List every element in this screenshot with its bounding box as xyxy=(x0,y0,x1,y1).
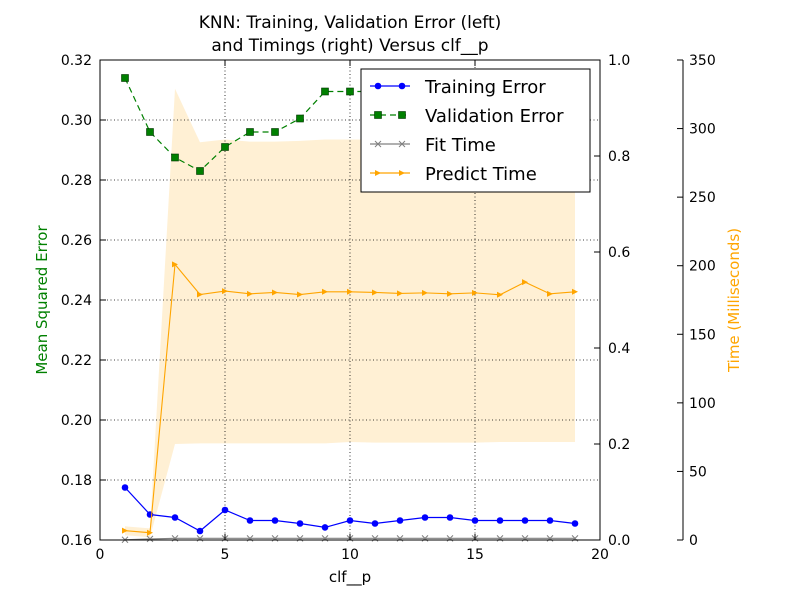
data-point-training-error xyxy=(371,520,379,527)
y-right-inner-tick-label: 0.6 xyxy=(608,245,630,261)
y-time-tick-label: 200 xyxy=(689,259,716,275)
data-point-training-error xyxy=(521,517,529,524)
data-point-validation-error xyxy=(121,74,129,82)
axis-layer: 0 5 10 15 200.160.180.200.220.240.260.280.30… xyxy=(61,53,716,563)
y-time-tick-label: 100 xyxy=(689,396,716,412)
legend-entry-training-error: Training Error xyxy=(370,77,546,98)
x-tick-label: 10 xyxy=(341,547,359,563)
data-point-validation-error xyxy=(296,114,304,123)
data-point-training-error xyxy=(246,517,254,524)
data-point-validation-error xyxy=(196,167,204,175)
y-right-inner-tick-label: 1.0 xyxy=(608,53,630,69)
data-point-validation-error xyxy=(171,153,179,162)
y-time-tick-label: 250 xyxy=(689,190,716,206)
legend-label-predict-time: Predict Time xyxy=(425,164,537,185)
y-right-inner-tick-label: 0.8 xyxy=(608,149,630,165)
y-time-tick-label: 150 xyxy=(689,327,716,343)
data-point-training-error xyxy=(321,524,329,531)
data-point-validation-error xyxy=(346,87,354,96)
chart-title-line-1: KNN: Training, Validation Error (left) xyxy=(199,13,502,33)
chart-title-line-2: and Timings (right) Versus clf__p xyxy=(211,36,488,56)
y-left-tick-label: 0.30 xyxy=(61,113,92,129)
y-left-tick-label: 0.24 xyxy=(61,293,92,309)
data-point-training-error xyxy=(196,527,204,535)
y-right-inner-tick-label: 0.4 xyxy=(608,341,630,357)
x-tick-label: 5 xyxy=(221,547,230,563)
data-point-predict-time xyxy=(147,529,153,536)
data-point-validation-error xyxy=(221,143,229,151)
legend-label-fit-time: Fit Time xyxy=(425,135,496,156)
data-point-predict-time xyxy=(547,290,553,297)
data-point-predict-time xyxy=(422,289,428,296)
data-point-training-error xyxy=(571,520,579,527)
predict-time-band xyxy=(125,88,575,538)
legend-label-validation-error: Validation Error xyxy=(425,106,564,127)
x-tick-label: 0 xyxy=(96,547,105,563)
y-left-tick-label: 0.28 xyxy=(61,173,92,189)
y-time-tick-label: 0 xyxy=(689,533,698,549)
legend-entry-validation-error: Validation Error xyxy=(370,106,564,127)
data-point-predict-time xyxy=(197,291,203,298)
y-time-tick-label: 300 xyxy=(689,122,716,138)
data-point-training-error xyxy=(471,517,479,524)
legend: Training Error Validation Error Fit Time… xyxy=(360,68,591,193)
data-point-training-error xyxy=(546,517,554,524)
legend-entry-predict-time: Predict Time xyxy=(370,164,537,185)
data-point-training-error xyxy=(121,484,129,491)
predict-time-band-layer xyxy=(125,88,575,538)
y-right-inner-tick-label: 0.2 xyxy=(608,437,630,453)
data-point-predict-time xyxy=(247,290,253,297)
data-point-predict-time xyxy=(447,290,453,297)
data-point-training-error xyxy=(446,514,454,521)
data-point-predict-time xyxy=(572,288,578,295)
y-left-tick-label: 0.18 xyxy=(61,473,92,489)
y-time-tick-label: 50 xyxy=(689,464,707,480)
y-left-tick-label: 0.16 xyxy=(61,533,92,549)
data-point-predict-time xyxy=(172,261,178,268)
y-axis-left-label: Mean Squared Error xyxy=(33,225,51,375)
y-time-tick-label: 350 xyxy=(689,53,716,69)
legend-entry-fit-time: Fit Time xyxy=(370,135,496,156)
data-point-validation-error xyxy=(246,128,254,136)
y-left-tick-label: 0.22 xyxy=(61,353,92,369)
data-point-predict-time xyxy=(272,289,278,296)
legend-label-training-error: Training Error xyxy=(424,77,546,98)
data-point-predict-time xyxy=(472,289,478,296)
x-tick-label: 20 xyxy=(591,547,609,563)
data-point-training-error xyxy=(346,517,354,524)
data-point-training-error xyxy=(421,514,429,521)
data-point-predict-time xyxy=(297,291,303,298)
data-point-training-error xyxy=(271,517,279,524)
data-point-fit-time xyxy=(146,535,154,543)
data-point-training-error xyxy=(221,506,229,514)
data-point-training-error xyxy=(496,517,504,524)
data-point-predict-time xyxy=(122,527,128,534)
y-left-tick-label: 0.20 xyxy=(61,413,92,429)
x-axis-label: clf__p xyxy=(329,568,371,587)
data-point-predict-time xyxy=(497,291,503,298)
data-point-training-error xyxy=(396,517,404,524)
data-point-predict-time xyxy=(222,288,228,295)
data-point-predict-time xyxy=(372,289,378,296)
data-point-training-error xyxy=(296,520,304,527)
series-layer xyxy=(121,74,579,544)
x-tick-label: 15 xyxy=(466,547,484,563)
data-point-training-error xyxy=(171,514,179,521)
data-point-predict-time xyxy=(322,288,328,295)
data-point-predict-time xyxy=(347,288,353,295)
data-point-predict-time xyxy=(522,279,528,286)
y-right-inner-tick-label: 0.0 xyxy=(608,533,630,549)
data-point-validation-error xyxy=(321,87,329,96)
data-point-predict-time xyxy=(397,290,403,297)
y-left-tick-label: 0.32 xyxy=(61,53,92,69)
y-left-tick-label: 0.26 xyxy=(61,233,92,249)
data-point-validation-error xyxy=(271,128,279,136)
y-axis-right-label: Time (Milliseconds) xyxy=(725,228,743,373)
data-point-validation-error xyxy=(146,128,154,136)
